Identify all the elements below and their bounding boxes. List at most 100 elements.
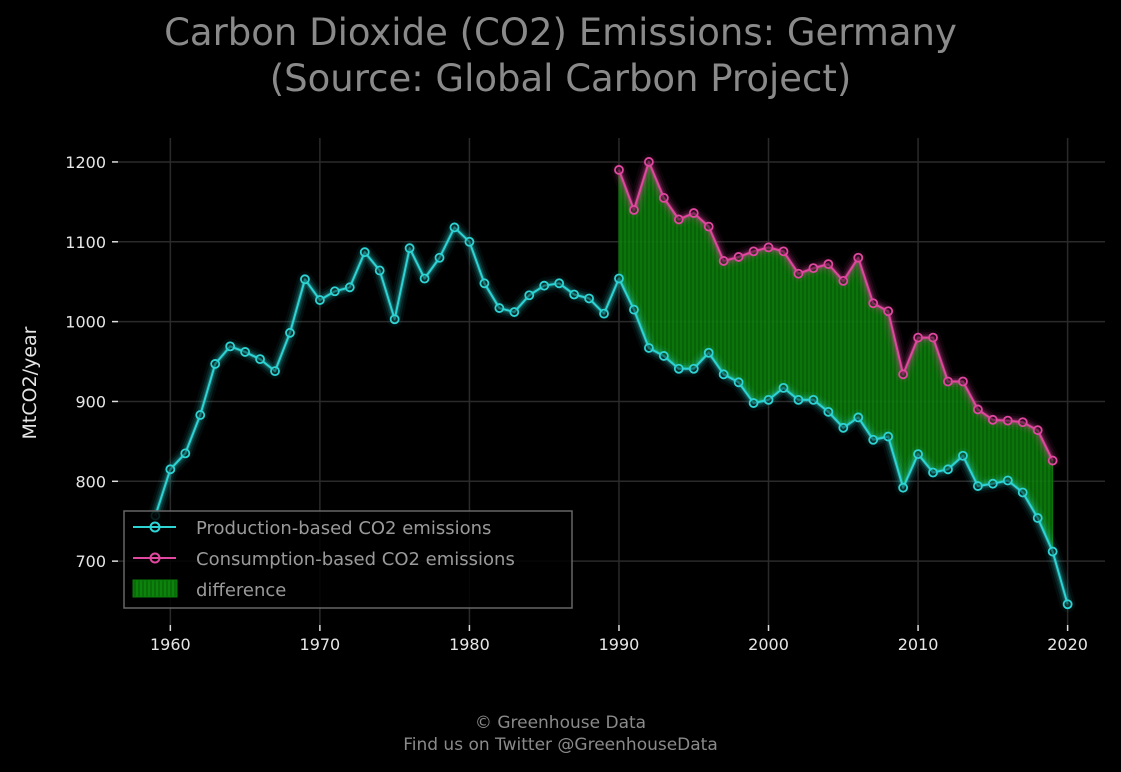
consumption-point-1993 [658, 192, 669, 203]
consumption-point-2003 [808, 263, 819, 274]
production-point-1990 [614, 273, 624, 284]
production-point-1994 [673, 363, 684, 374]
legend-difference-label: difference [196, 580, 286, 601]
production-point-1962 [195, 410, 206, 420]
production-point-1969 [300, 274, 310, 285]
legend-consumption-label: Consumption-based CO2 emissions [196, 549, 515, 570]
production-point-2011 [928, 467, 938, 478]
production-point-1996 [703, 347, 714, 358]
production-point-1964 [225, 341, 236, 352]
consumption-point-2013 [958, 376, 968, 387]
consumption-point-2004 [823, 259, 834, 270]
production-point-1998 [733, 377, 744, 388]
consumption-point-1996 [703, 221, 714, 232]
consumption-point-2014 [972, 404, 983, 415]
axis-ticks: 1960 1970 1980 1990 2000 2010 2020 700 800 900 100… [65, 153, 1088, 654]
chart-title: Carbon Dioxide (CO2) Emissions: Germany … [0, 10, 1121, 102]
consumption-point-1990 [614, 165, 624, 175]
production-point-1982 [494, 303, 505, 313]
consumption-point-1999 [748, 246, 759, 257]
chart-title-line1: Carbon Dioxide (CO2) Emissions: Germany [164, 11, 957, 54]
consumption-point-2000 [763, 242, 774, 253]
consumption-point-1992 [643, 157, 654, 167]
production-point-1984 [524, 290, 535, 301]
consumption-point-2016 [1002, 415, 1013, 426]
production-point-2017 [1017, 487, 1028, 498]
production-point-1965 [240, 347, 251, 357]
consumption-point-2018 [1032, 425, 1043, 436]
production-point-1986 [554, 278, 565, 289]
x-tick-label-1970: 1970 [300, 635, 341, 654]
production-point-2002 [793, 394, 804, 405]
consumption-point-1995 [688, 208, 699, 218]
y-tick-label-800: 800 [75, 472, 106, 491]
production-point-2009 [898, 482, 909, 493]
production-point-1978 [434, 252, 445, 263]
production-point-2013 [958, 450, 968, 461]
legend-difference-swatch [132, 579, 178, 598]
production-point-1992 [643, 343, 654, 353]
legend-production-label: Production-based CO2 emissions [196, 518, 491, 539]
production-point-1993 [658, 351, 669, 361]
consumption-point-2002 [793, 268, 804, 279]
production-point-1979 [449, 222, 460, 233]
y-tick-label-900: 900 [75, 392, 106, 411]
production-point-1973 [359, 247, 370, 258]
production-point-1995 [688, 363, 699, 374]
consumption-point-2015 [987, 414, 998, 425]
grid-lines [118, 138, 1105, 625]
production-point-1971 [329, 286, 340, 297]
production-point-1988 [584, 293, 594, 304]
consumption-point-2007 [868, 298, 879, 309]
production-point-2006 [853, 412, 864, 423]
consumption-point-2006 [853, 252, 864, 263]
production-point-1987 [569, 289, 580, 300]
credit: © Greenhouse Data Find us on Twitter @Gr… [0, 712, 1121, 756]
x-tick-label-1980: 1980 [449, 635, 490, 654]
x-tick-label-1990: 1990 [599, 635, 640, 654]
x-tick-label-2010: 2010 [898, 635, 939, 654]
consumption-point-2012 [943, 376, 953, 387]
consumption-point-2011 [928, 332, 938, 343]
production-point-1977 [419, 273, 430, 284]
production-point-1960 [165, 464, 176, 475]
production-point-2001 [778, 382, 789, 393]
consumption-point-1994 [673, 214, 684, 225]
consumption-point-2017 [1017, 417, 1028, 428]
consumption-point-1998 [733, 252, 744, 262]
production-point-2003 [808, 394, 819, 405]
consumption-point-2008 [883, 306, 894, 317]
y-axis-label: MtCO2/year [19, 326, 41, 439]
production-point-1961 [180, 448, 191, 459]
production-point-2015 [987, 478, 998, 489]
line-chart: 1960 1970 1980 1990 2000 2010 2020 700 800 900 100… [19, 138, 1105, 654]
legend-consumption-marker [149, 552, 161, 564]
production-point-2004 [823, 406, 834, 417]
production-point-1980 [464, 236, 475, 247]
production-point-1974 [374, 265, 385, 276]
production-point-1983 [509, 307, 520, 317]
y-tick-label-700: 700 [75, 552, 106, 571]
production-point-2014 [972, 481, 983, 491]
production-point-1975 [389, 314, 400, 325]
y-tick-label-1100: 1100 [65, 233, 106, 252]
production-point-2018 [1032, 513, 1043, 523]
x-tick-label-1960: 1960 [150, 635, 191, 654]
consumption-point-2001 [778, 246, 789, 257]
production-point-2016 [1002, 475, 1013, 486]
production-point-2005 [838, 422, 849, 433]
production-point-1976 [404, 243, 415, 254]
production-point-1981 [479, 278, 490, 289]
consumption-point-1991 [629, 204, 639, 215]
production-point-1972 [344, 282, 355, 293]
consumption-point-2010 [913, 332, 923, 343]
production-point-1991 [629, 304, 639, 315]
production-point-1968 [285, 327, 295, 338]
consumption-point-2009 [898, 369, 909, 380]
x-tick-label-2000: 2000 [748, 635, 789, 654]
consumption-point-2005 [838, 276, 849, 286]
legend: Production-based CO2 emissions Consumpti… [123, 510, 573, 609]
consumption-point-1997 [718, 256, 729, 266]
y-tick-label-1000: 1000 [65, 313, 106, 332]
consumption-point-2019 [1047, 455, 1058, 466]
